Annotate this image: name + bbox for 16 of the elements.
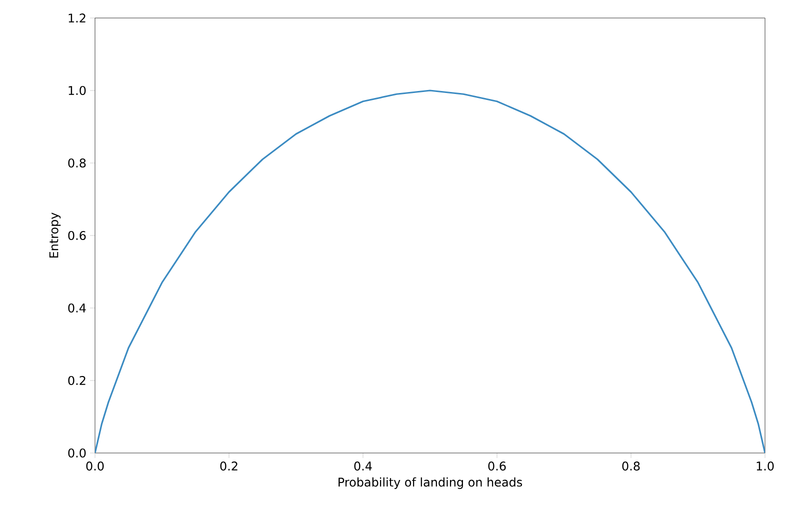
- y-tick-label: 0.2: [68, 376, 86, 386]
- y-tick-label: 0.6: [68, 230, 86, 240]
- x-tick-label: 0.4: [354, 462, 372, 471]
- y-tick-label: 0.4: [68, 303, 86, 313]
- x-tick-label: 1.0: [756, 462, 774, 471]
- y-tick-label: 1.0: [68, 86, 86, 96]
- x-tick-label: 0.8: [622, 462, 640, 471]
- x-tick-label: 0.2: [220, 462, 238, 471]
- y-tick-label: 1.2: [68, 14, 86, 22]
- x-axis-title: Probability of landing on heads: [338, 477, 522, 489]
- y-axis-title: Entropy: [49, 212, 61, 258]
- y-tick-label: 0.0: [68, 448, 86, 458]
- line-series: [95, 90, 766, 453]
- x-tick-label: 0.6: [488, 462, 506, 471]
- y-tick-label: 0.8: [68, 158, 86, 168]
- x-tick-label: 0.0: [86, 462, 104, 471]
